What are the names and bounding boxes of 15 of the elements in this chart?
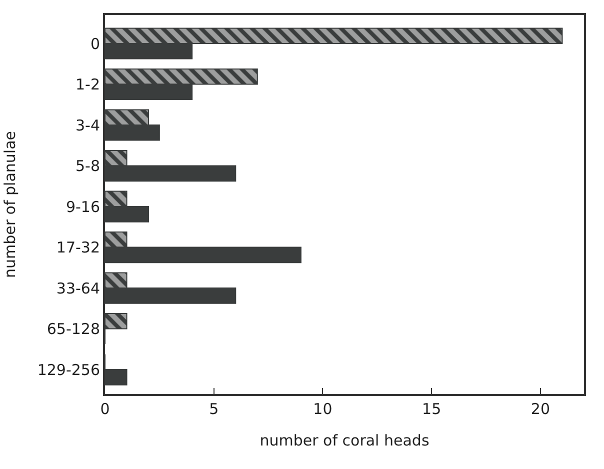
y-tick-label: 3-4 <box>76 116 100 134</box>
y-tick-label: 17-32 <box>56 238 100 257</box>
y-tick-label: 65-128 <box>46 320 100 338</box>
x-tick-label: 5 <box>209 400 219 418</box>
x-tick-label: 15 <box>422 400 442 418</box>
y-tick-label: 9-16 <box>66 198 100 216</box>
y-tick-label: 5-8 <box>76 157 100 176</box>
x-tick-label: 10 <box>313 400 332 418</box>
y-axis-title: number of planulae <box>1 130 20 278</box>
y-tick-label: 129-256 <box>37 360 100 379</box>
y-tick-label: 0 <box>90 34 100 53</box>
y-tick-label: 33-64 <box>56 279 100 298</box>
x-tick-label: 20 <box>530 400 550 418</box>
x-axis-title: number of coral heads <box>260 432 430 450</box>
y-tick-label: 1-2 <box>76 76 100 94</box>
